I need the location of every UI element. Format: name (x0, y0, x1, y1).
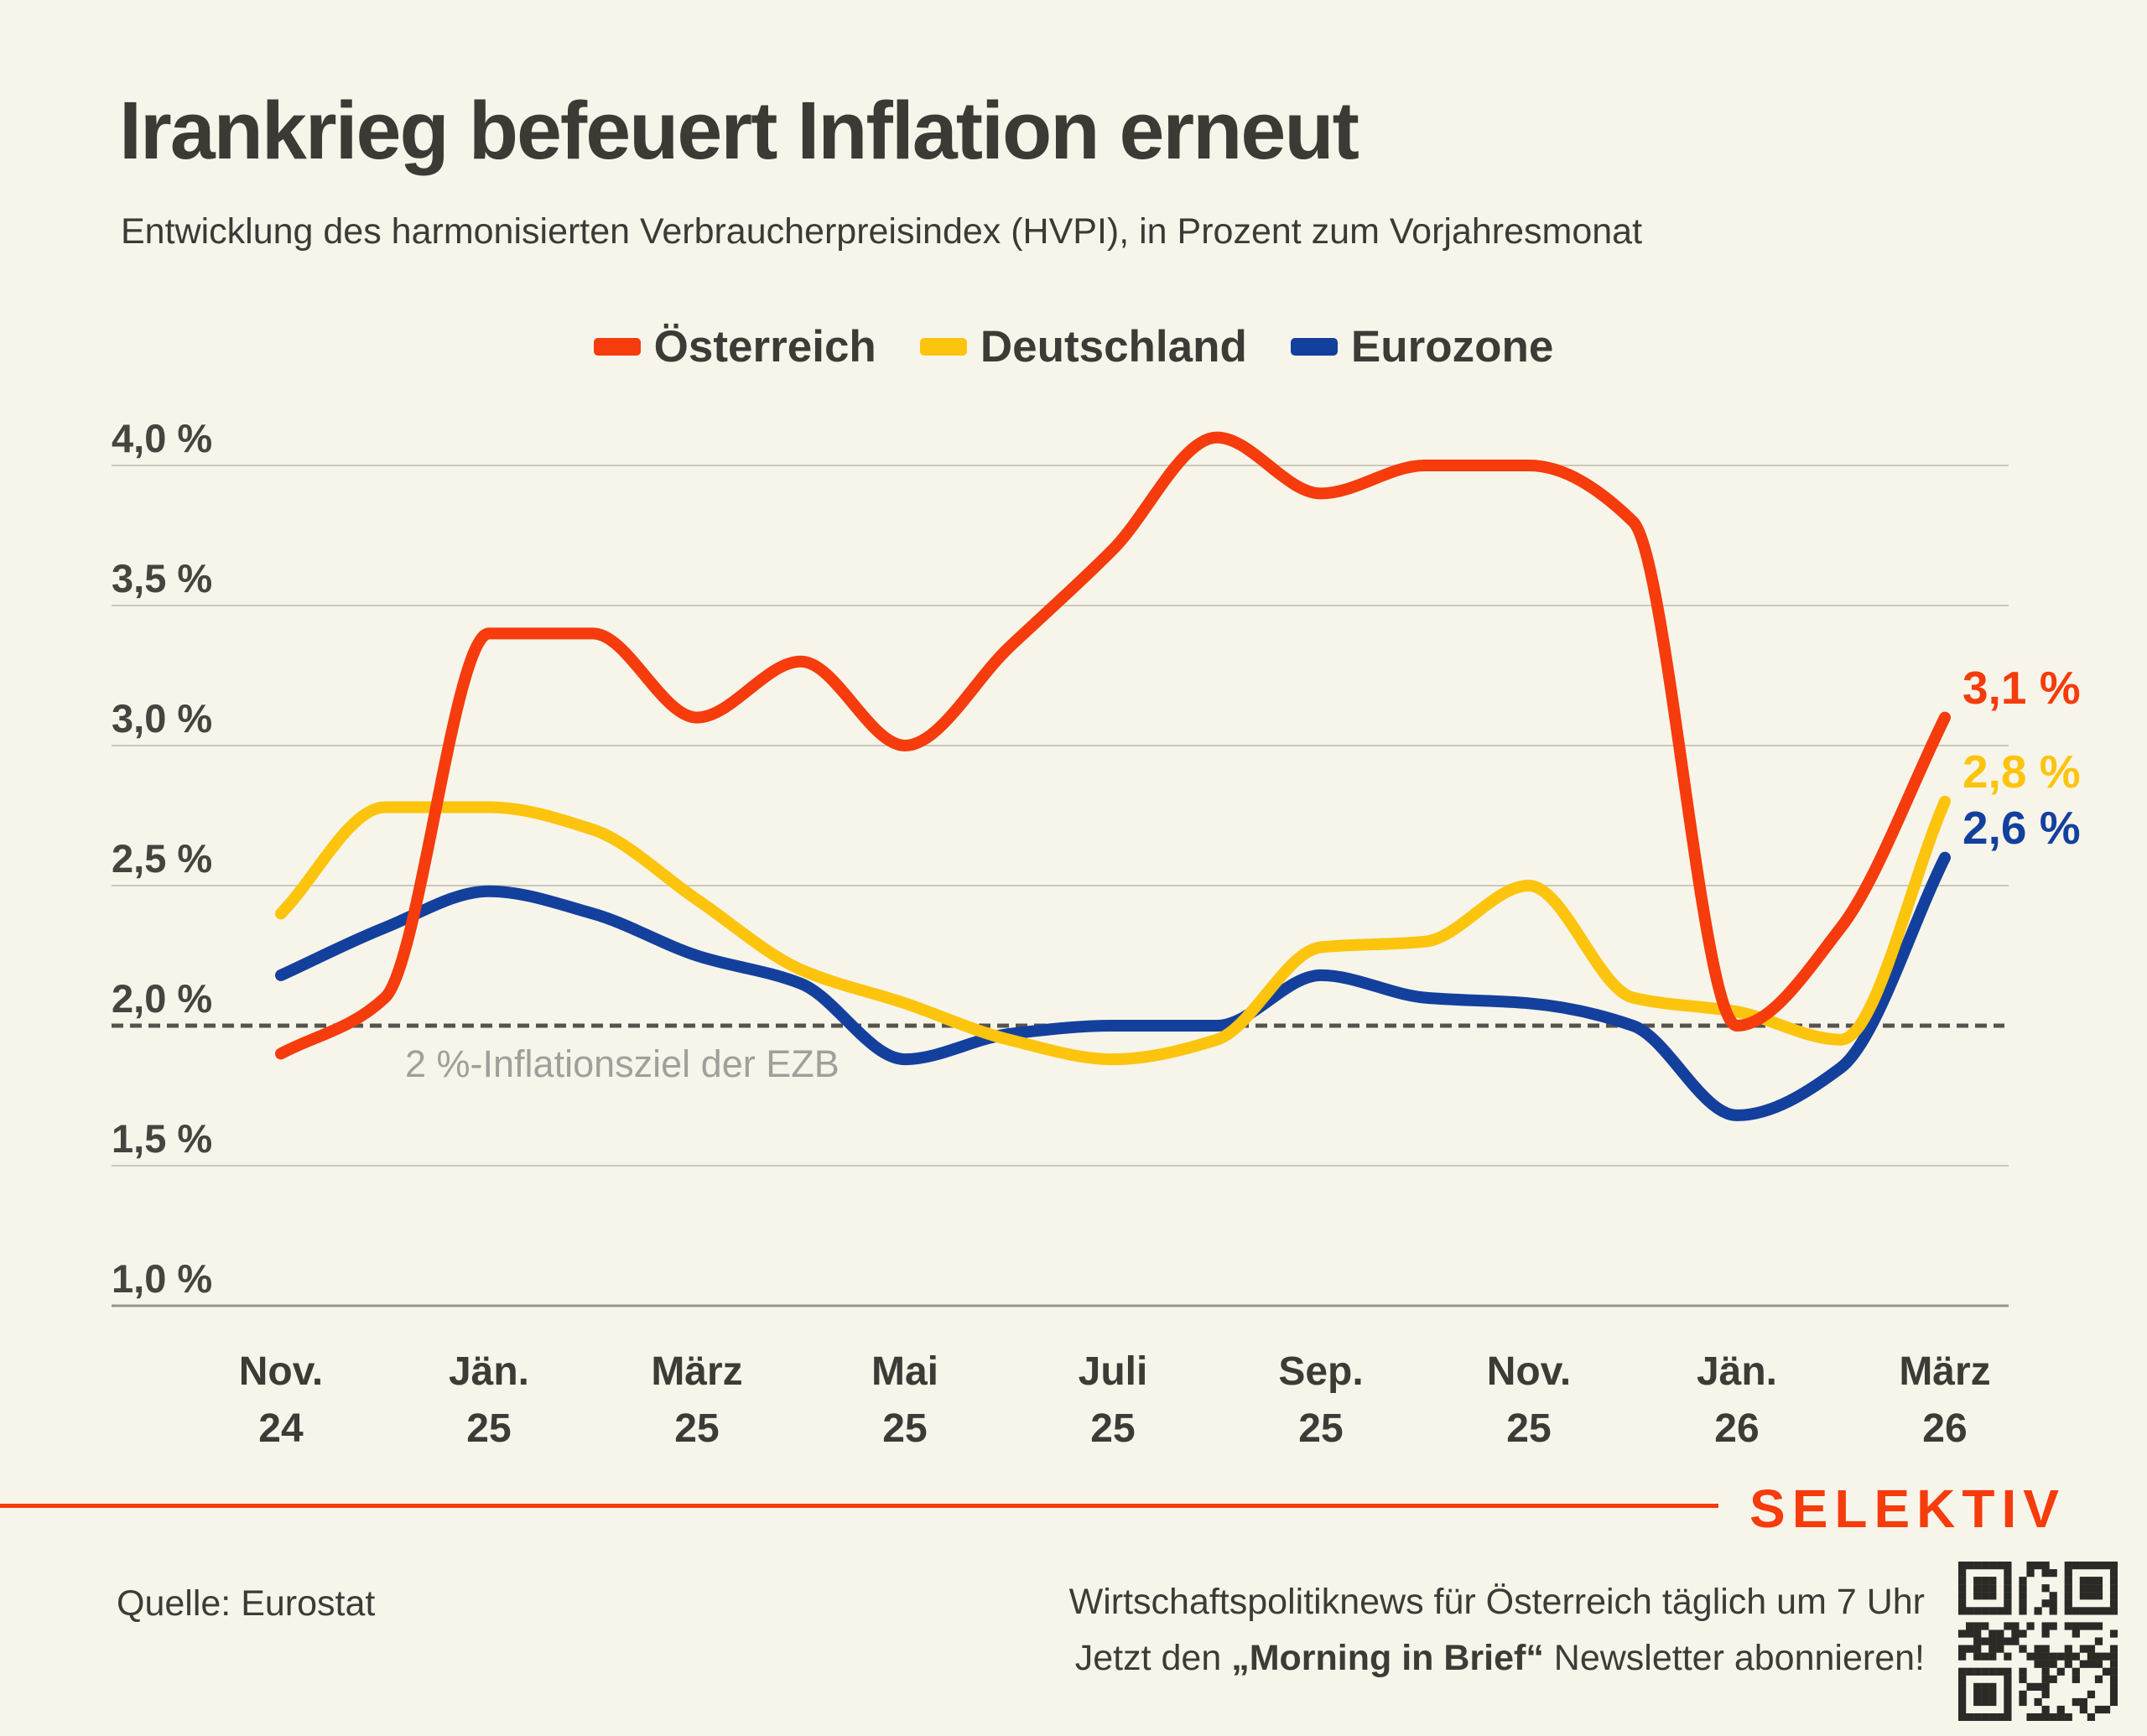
x-axis-label: Juli 25 (1021, 1344, 1205, 1458)
series-end-label-deutschland: 2,8 % (1962, 745, 2081, 798)
x-axis-label-month: Nov. (238, 1349, 324, 1394)
legend-item-eurozone: Eurozone (1290, 321, 1554, 372)
newsletter-prefix: Jetzt den (1074, 1638, 1232, 1678)
x-axis-label-month: Juli (1078, 1349, 1148, 1394)
legend-item-österreich: Österreich (593, 321, 876, 372)
series-line-deutschland (275, 795, 1951, 1066)
y-axis-label: 2,0 % (112, 976, 213, 1021)
x-axis-label: Jän. 26 (1645, 1344, 1829, 1458)
legend-item-deutschland: Deutschland (919, 321, 1247, 372)
x-axis-label-year: 25 (1298, 1406, 1344, 1451)
x-axis-label: Jän. 25 (397, 1344, 581, 1458)
series-end-label-eurozone: 2,6 % (1962, 801, 2081, 854)
qr-code (1958, 1562, 2118, 1721)
legend-swatch-icon (1290, 338, 1338, 356)
x-axis-label-year: 25 (466, 1406, 512, 1451)
page-subtitle: Entwicklung des harmonisierten Verbrauch… (121, 211, 1643, 252)
x-axis-label: März 26 (1853, 1344, 2037, 1458)
series-line-österreich (275, 431, 1951, 1060)
x-axis-label-year: 25 (1506, 1406, 1552, 1451)
page-title: Irankrieg befeuert Inflation erneut (119, 85, 1359, 176)
legend-label: Österreich (653, 322, 876, 372)
x-axis-label: Nov. 24 (189, 1344, 373, 1458)
x-axis-label: Sep. 25 (1229, 1344, 1413, 1458)
y-axis-label: 1,5 % (112, 1116, 213, 1161)
x-axis-label-year: 25 (882, 1406, 928, 1451)
footer-rule (0, 1504, 1718, 1508)
y-axis-label: 3,5 % (112, 556, 213, 600)
x-axis-label-month: Jän. (1696, 1349, 1778, 1394)
y-axis-label: 1,0 % (112, 1256, 213, 1301)
x-axis-label-month: Nov. (1486, 1349, 1572, 1394)
series-end-label-österreich: 3,1 % (1962, 661, 2081, 714)
x-axis-label-year: 24 (258, 1406, 304, 1451)
x-axis-label-month: Mai (871, 1349, 938, 1394)
x-axis-label-month: Sep. (1278, 1349, 1364, 1394)
legend: Österreich Deutschland Eurozone (0, 321, 2147, 372)
x-axis-label: Nov. 25 (1437, 1344, 1621, 1458)
source-note: Quelle: Eurostat (117, 1583, 376, 1624)
x-axis-label: Mai 25 (813, 1344, 997, 1458)
x-axis-label-year: 25 (674, 1406, 720, 1451)
x-axis-label-month: März (651, 1349, 743, 1394)
y-axis-label: 4,0 % (112, 416, 213, 460)
y-axis-label: 2,5 % (112, 836, 213, 881)
legend-swatch-icon (593, 338, 641, 356)
footer-newsletter: Jetzt den „Morning in Brief“ Newsletter … (1075, 1638, 1925, 1679)
y-axis-label: 3,0 % (112, 696, 213, 741)
target-line-label: 2 %-Inflationsziel der EZB (405, 1042, 840, 1085)
x-axis-label-month: Jän. (448, 1349, 530, 1394)
legend-label: Deutschland (980, 322, 1247, 372)
x-axis-label-month: März (1899, 1349, 1991, 1394)
x-axis-label: März 25 (605, 1344, 789, 1458)
legend-label: Eurozone (1350, 322, 1554, 372)
x-axis-label-year: 26 (1714, 1406, 1760, 1451)
x-axis-label-year: 26 (1922, 1406, 1968, 1451)
x-axis-label-year: 25 (1090, 1406, 1136, 1451)
brand-logo: SELEKTIV (1749, 1479, 2066, 1539)
newsletter-suffix: Newsletter abonnieren! (1543, 1638, 1925, 1678)
newsletter-title: „Morning in Brief“ (1231, 1638, 1544, 1678)
legend-swatch-icon (919, 338, 967, 356)
footer-tagline: Wirtschaftspolitiknews für Österreich tä… (1068, 1582, 1925, 1622)
series-line-eurozone (275, 851, 1951, 1121)
